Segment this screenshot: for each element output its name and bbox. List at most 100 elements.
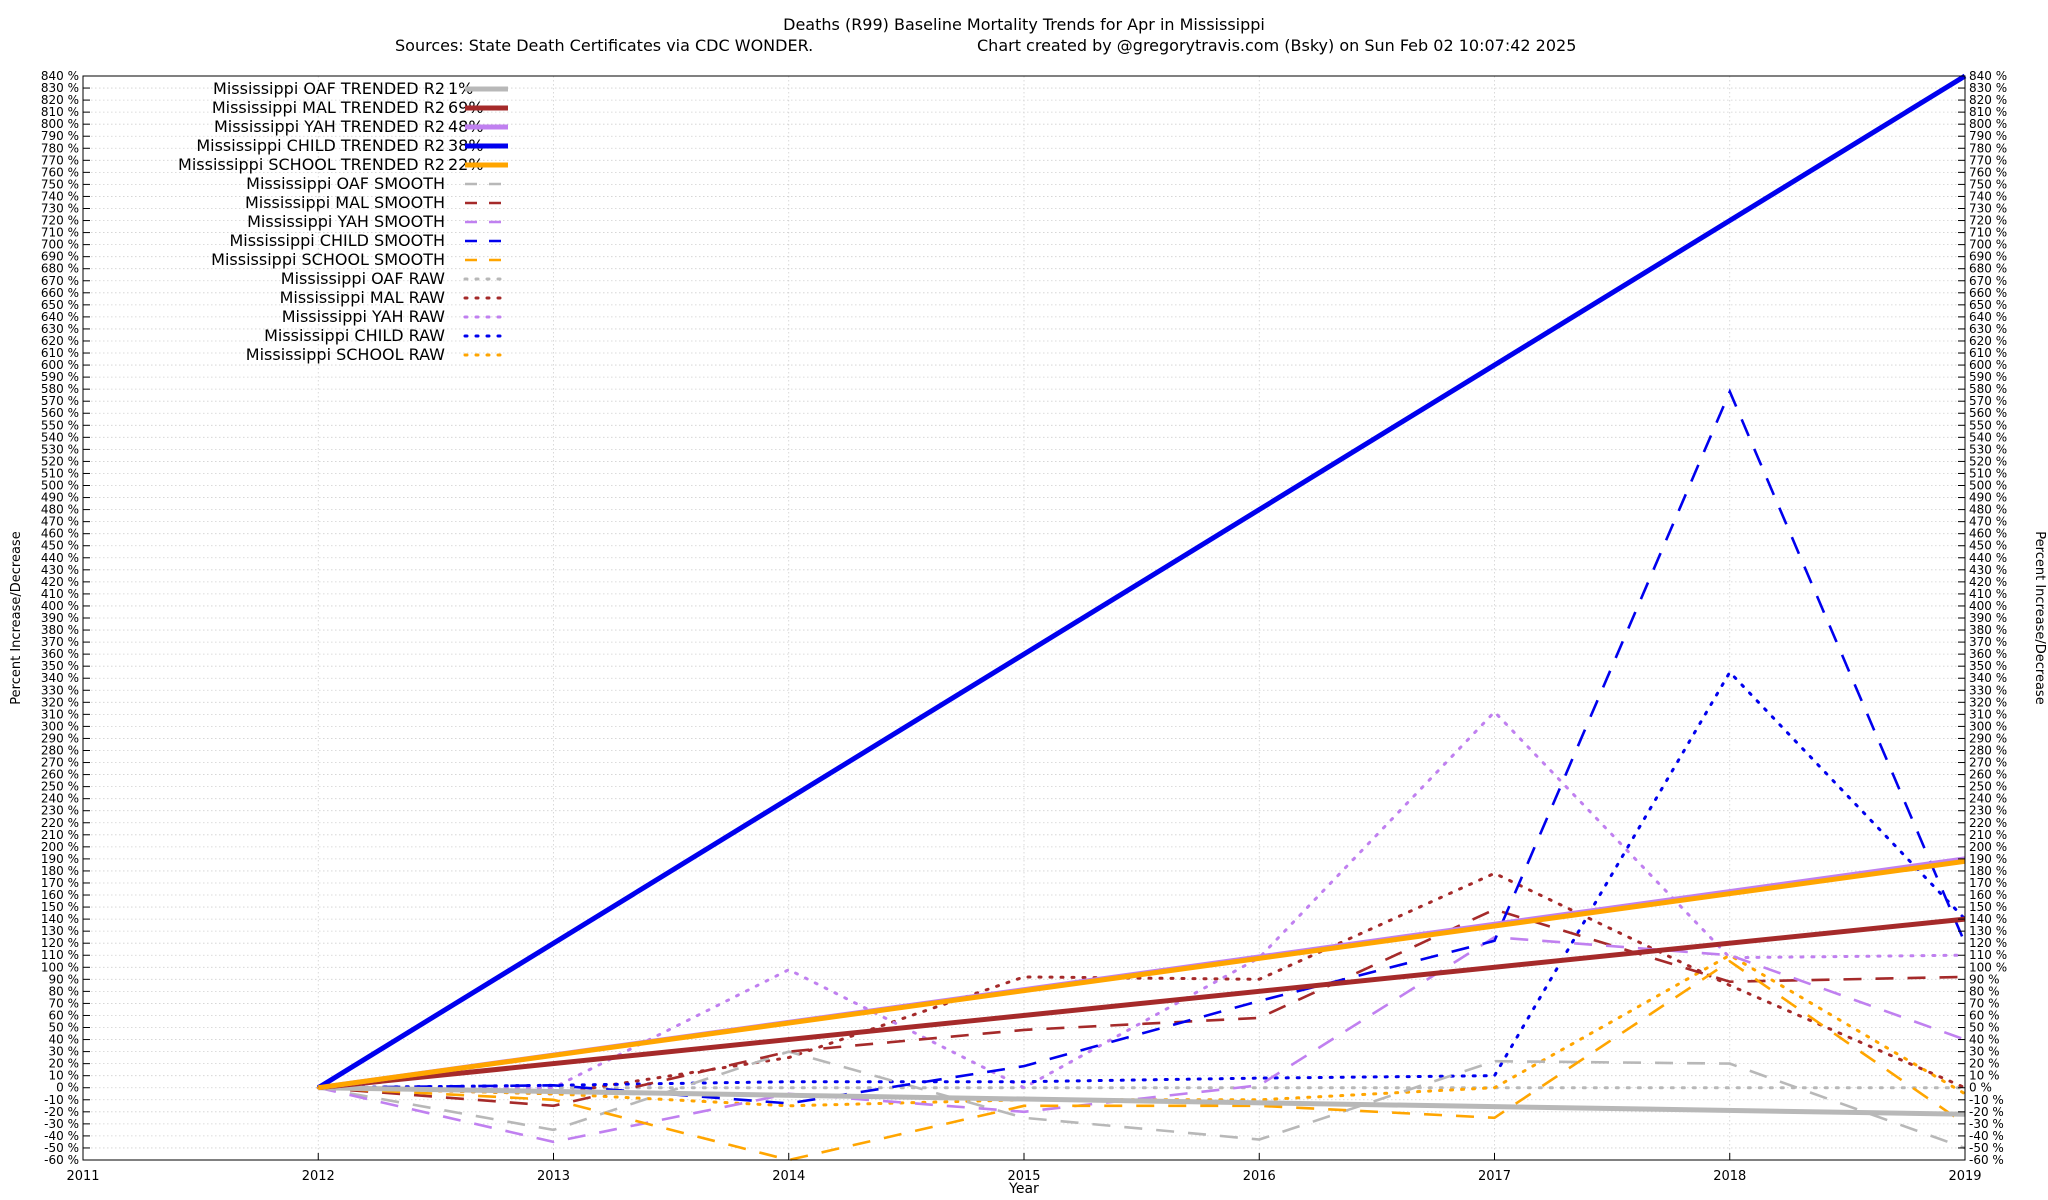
y-tick-label-left: -60 % <box>44 1153 79 1167</box>
y-tick-label-left: 830 % <box>41 81 79 95</box>
y-tick-label-right: -30 % <box>1969 1117 2004 1131</box>
y-tick-label-left: 840 % <box>41 69 79 83</box>
y-tick-label-left: 510 % <box>41 466 79 480</box>
y-tick-label-left: 170 % <box>41 876 79 890</box>
y-tick-label-left: 110 % <box>41 948 79 962</box>
legend-label-mississippi-yah-raw: Mississippi YAH RAW <box>282 307 445 326</box>
y-tick-label-right: 840 % <box>1969 69 2007 83</box>
y-tick-label-left: 640 % <box>41 310 79 324</box>
legend-label-mississippi-child-raw: Mississippi CHILD RAW <box>264 326 445 345</box>
y-tick-label-left: 720 % <box>41 214 79 228</box>
y-tick-label-right: 0 % <box>1969 1081 1992 1095</box>
series-line-mississippi-child-trended-r2 <box>316 73 1967 1090</box>
y-tick-label-left: 520 % <box>41 454 79 468</box>
y-tick-label-left: 660 % <box>41 286 79 300</box>
legend-label-mississippi-mal-raw: Mississippi MAL RAW <box>280 288 446 307</box>
y-tick-label-left: 770 % <box>41 153 79 167</box>
y-tick-label-left: -50 % <box>44 1141 79 1155</box>
y-tick-label-right: 380 % <box>1969 623 2007 637</box>
y-tick-label-left: 580 % <box>41 382 79 396</box>
y-tick-label-right: 830 % <box>1969 81 2007 95</box>
y-tick-label-right: 290 % <box>1969 731 2007 745</box>
y-tick-label-right: 470 % <box>1969 515 2007 529</box>
y-tick-label-right: -50 % <box>1969 1141 2004 1155</box>
y-tick-label-right: 230 % <box>1969 804 2007 818</box>
y-tick-label-left: 600 % <box>41 358 79 372</box>
y-tick-label-left: 810 % <box>41 105 79 119</box>
y-tick-label-right: 280 % <box>1969 743 2007 757</box>
y-tick-label-right: 630 % <box>1969 322 2007 336</box>
y-tick-label-right: 590 % <box>1969 370 2007 384</box>
y-tick-label-left: 530 % <box>41 442 79 456</box>
series-line-mississippi-mal-raw <box>316 871 1967 1096</box>
y-tick-label-left: 100 % <box>41 960 79 974</box>
y-tick-label-right: 660 % <box>1969 286 2007 300</box>
x-tick-label: 2018 <box>1713 1169 1746 1184</box>
y-tick-label-left: 90 % <box>49 972 80 986</box>
y-tick-label-right: 770 % <box>1969 153 2007 167</box>
y-tick-label-right: 790 % <box>1969 129 2007 143</box>
y-tick-label-left: 250 % <box>41 780 79 794</box>
y-tick-label-left: 380 % <box>41 623 79 637</box>
x-tick-label: 2015 <box>1007 1169 1040 1184</box>
y-tick-label-left: 290 % <box>41 731 79 745</box>
y-tick-label-right: 30 % <box>1969 1045 2000 1059</box>
y-tick-label-left: 700 % <box>41 238 79 252</box>
y-tick-label-left: 20 % <box>49 1057 80 1071</box>
y-tick-label-right: 340 % <box>1969 671 2007 685</box>
y-tick-label-left: 280 % <box>41 743 79 757</box>
y-tick-label-left: 160 % <box>41 888 79 902</box>
y-tick-label-left: 240 % <box>41 792 79 806</box>
y-ticks: -60 % -60 %-50 % -50 %-40 % -40 %-30 % -30 %… <box>41 69 2007 1167</box>
y-tick-label-left: 260 % <box>41 768 79 782</box>
y-tick-label-right: 320 % <box>1969 695 2007 709</box>
y-tick-label-right: 610 % <box>1969 346 2007 360</box>
y-tick-label-right: 360 % <box>1969 647 2007 661</box>
y-tick-label-right: 680 % <box>1969 262 2007 276</box>
y-tick-label-right: 400 % <box>1969 599 2007 613</box>
y-tick-label-left: 780 % <box>41 141 79 155</box>
y-tick-label-left: -20 % <box>44 1105 79 1119</box>
y-tick-label-right: 410 % <box>1969 587 2007 601</box>
y-tick-label-right: 20 % <box>1969 1057 2000 1071</box>
y-tick-label-right: 250 % <box>1969 780 2007 794</box>
y-tick-label-right: 150 % <box>1969 900 2007 914</box>
y-tick-label-right: -20 % <box>1969 1105 2004 1119</box>
y-tick-label-left: 140 % <box>41 912 79 926</box>
y-tick-label-left: 310 % <box>41 707 79 721</box>
chart-subtitle-credit: Chart created by @gregorytravis.com (Bsk… <box>977 36 1576 55</box>
y-tick-label-left: 540 % <box>41 430 79 444</box>
y-tick-label-left: 340 % <box>41 671 79 685</box>
legend-label-mississippi-mal-trended-r2: Mississippi MAL TRENDED R2 <box>212 98 445 117</box>
legend-label-mississippi-school-raw: Mississippi SCHOOL RAW <box>246 345 445 364</box>
y-tick-label-left: 180 % <box>41 864 79 878</box>
y-tick-label-right: 710 % <box>1969 226 2007 240</box>
y-tick-label-right: 240 % <box>1969 792 2007 806</box>
series-line-mississippi-yah-raw <box>316 709 1967 1090</box>
y-tick-label-left: 760 % <box>41 165 79 179</box>
y-tick-label-left: 210 % <box>41 828 79 842</box>
y-tick-label-right: 180 % <box>1969 864 2007 878</box>
y-tick-label-left: 500 % <box>41 479 79 493</box>
y-tick-label-right: 810 % <box>1969 105 2007 119</box>
y-tick-label-right: 560 % <box>1969 406 2007 420</box>
y-tick-label-right: 120 % <box>1969 936 2007 950</box>
y-tick-label-right: 60 % <box>1969 1008 2000 1022</box>
x-tick-label: 2013 <box>537 1169 570 1184</box>
y-tick-label-right: 460 % <box>1969 527 2007 541</box>
y-tick-label-left: 450 % <box>41 539 79 553</box>
y-tick-label-right: 820 % <box>1969 93 2007 107</box>
legend-label-mississippi-school-trended-r2: Mississippi SCHOOL TRENDED R2 <box>178 155 445 174</box>
y-tick-label-left: 320 % <box>41 695 79 709</box>
y-tick-label-right: 740 % <box>1969 189 2007 203</box>
y-tick-label-left: 350 % <box>41 659 79 673</box>
y-tick-label-right: 10 % <box>1969 1069 2000 1083</box>
y-tick-label-left: 200 % <box>41 840 79 854</box>
y-tick-label-left: 130 % <box>41 924 79 938</box>
y-tick-label-right: 480 % <box>1969 503 2007 517</box>
y-tick-label-left: 360 % <box>41 647 79 661</box>
y-tick-label-left: 820 % <box>41 93 79 107</box>
y-tick-label-left: 710 % <box>41 226 79 240</box>
y-tick-label-right: 720 % <box>1969 214 2007 228</box>
